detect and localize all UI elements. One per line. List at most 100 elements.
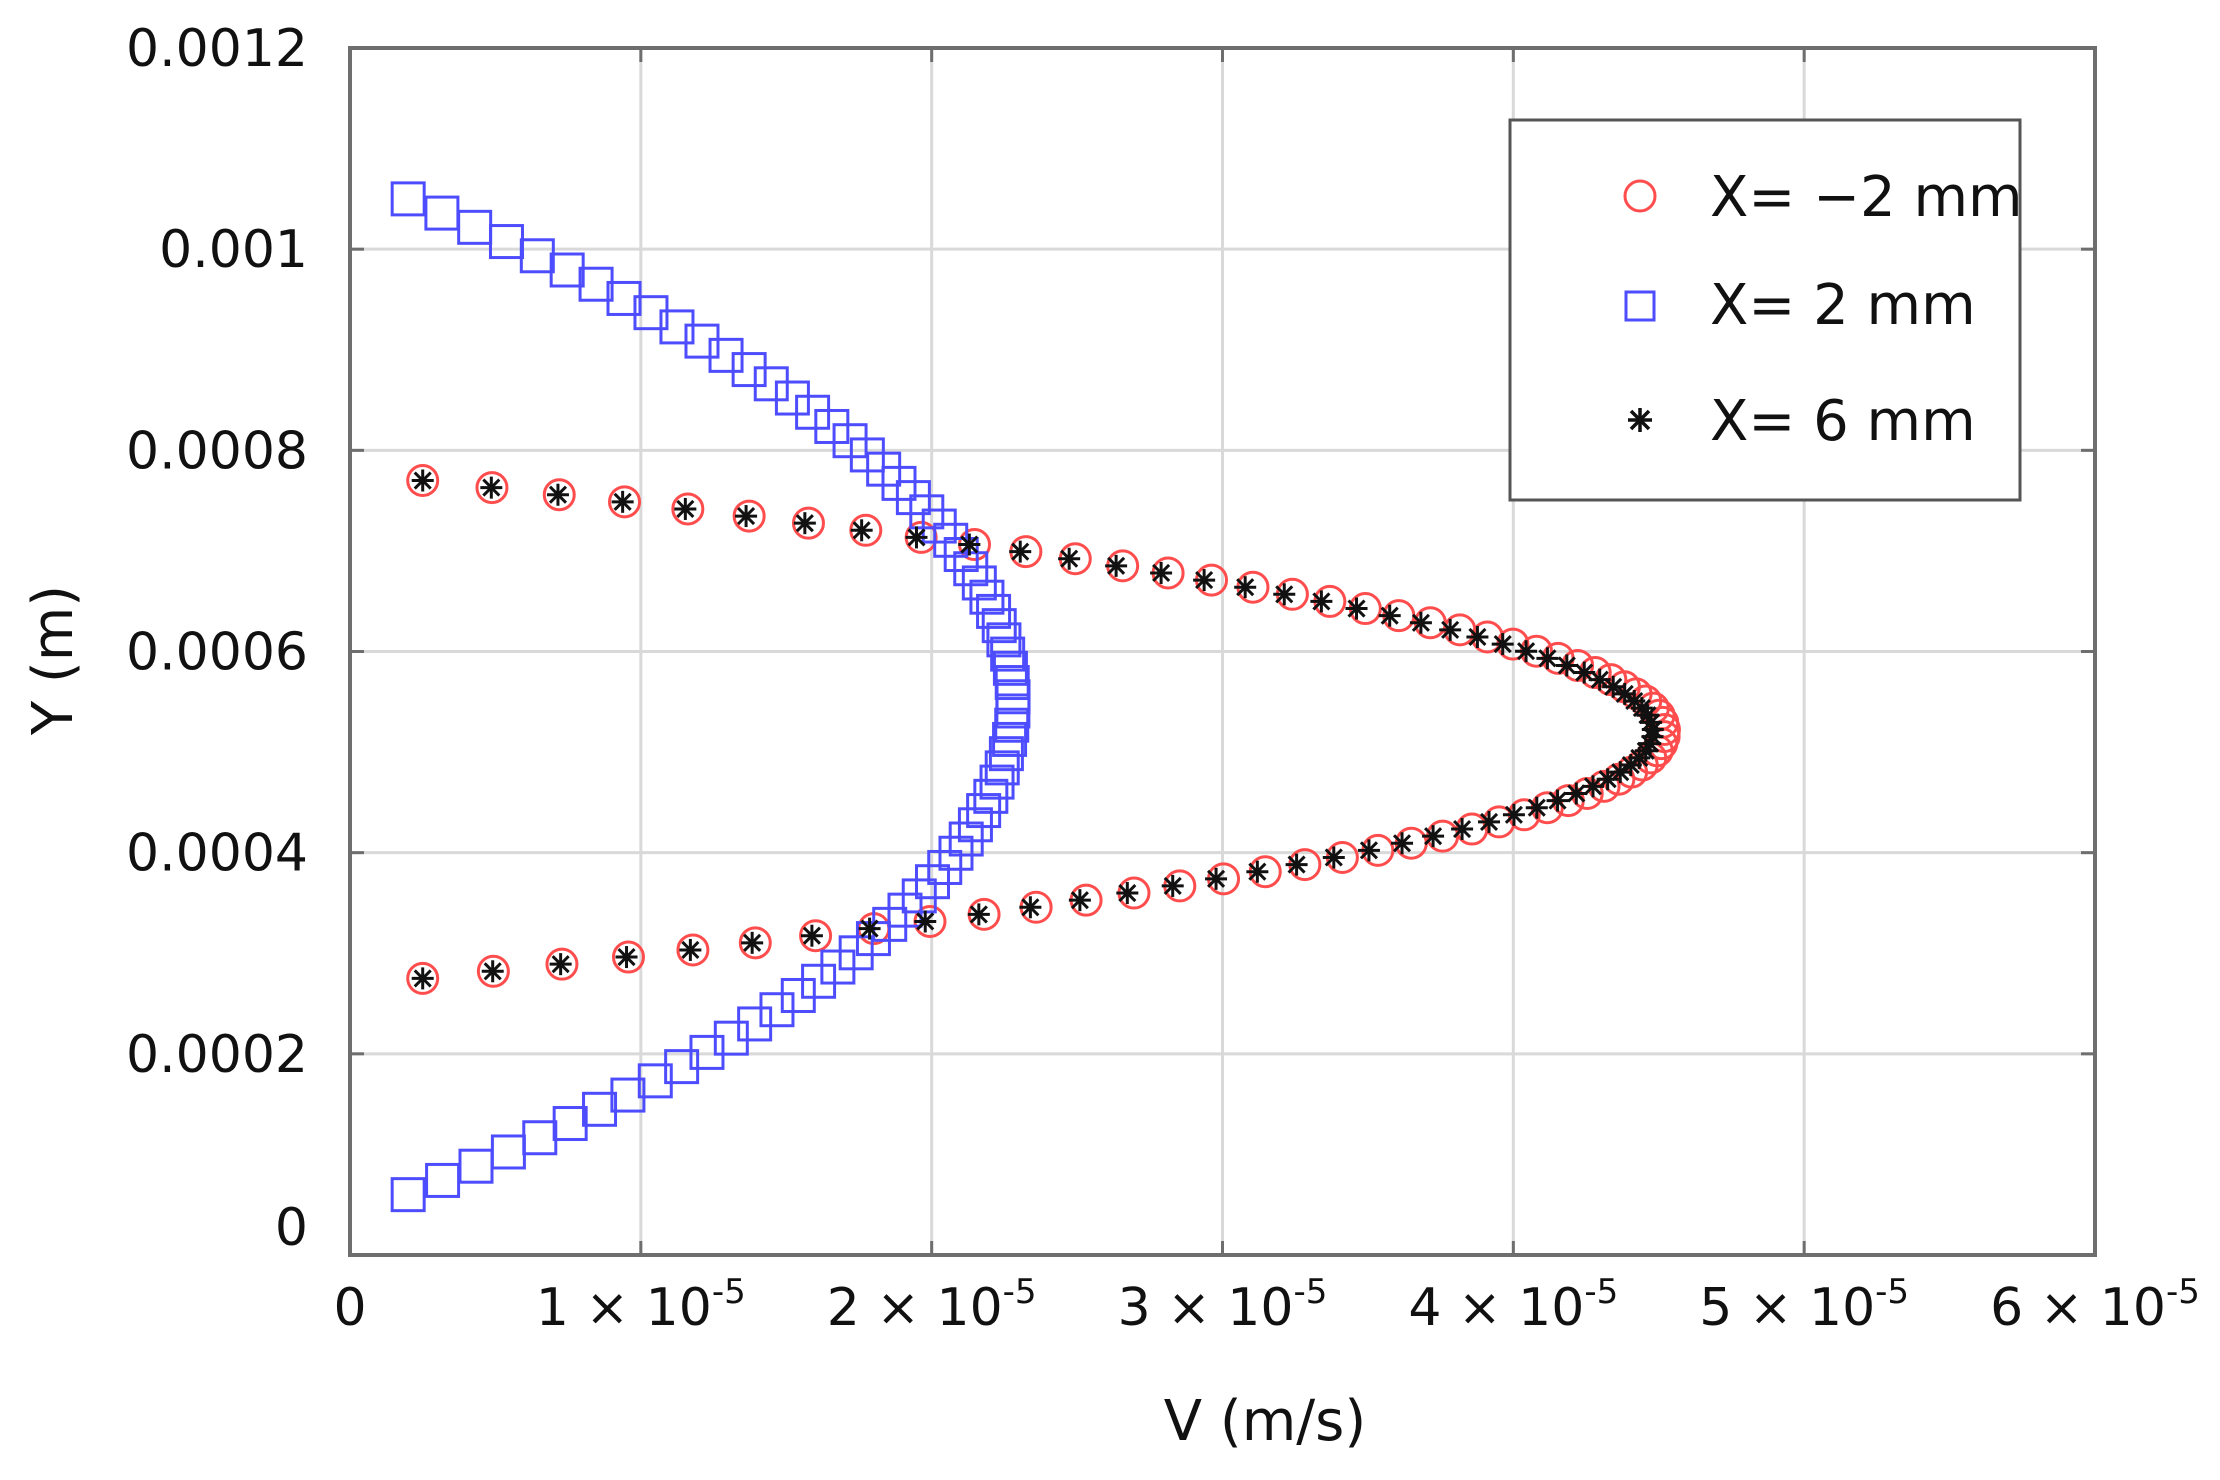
y-tick-label: 0.0012 <box>126 19 308 79</box>
data-point-square <box>832 423 868 459</box>
data-point-asterisk <box>1409 611 1432 634</box>
data-point-square <box>973 778 1009 814</box>
data-point-circle <box>676 933 710 967</box>
data-point-circle <box>791 506 825 540</box>
data-point-square <box>549 252 585 288</box>
data-point-square <box>522 1120 558 1156</box>
data-point-asterisk <box>546 483 569 506</box>
y-tick-label: 0.0004 <box>126 824 308 884</box>
data-point-asterisk <box>1068 889 1091 912</box>
data-point-asterisk <box>1391 832 1414 855</box>
series-layer <box>390 181 1681 1213</box>
data-point-square <box>488 224 524 260</box>
data-point-square <box>457 209 493 245</box>
data-point-square <box>753 366 789 402</box>
data-point-asterisk <box>481 960 504 983</box>
data-point-asterisk <box>549 953 572 976</box>
data-point-square <box>759 992 795 1028</box>
y-axis-title: Y (m) <box>21 585 86 736</box>
y-tick-label: 0.0002 <box>126 1025 308 1085</box>
data-point-square <box>961 565 997 601</box>
data-point-asterisk <box>1019 896 1042 919</box>
data-point-asterisk <box>1439 618 1462 641</box>
data-point-square <box>979 764 1015 800</box>
data-point-square <box>921 508 957 544</box>
data-point-square <box>633 295 669 331</box>
data-point-square <box>490 1134 526 1170</box>
data-point-asterisk <box>1555 654 1578 677</box>
data-point-square <box>659 309 695 345</box>
data-point-asterisk <box>1525 796 1548 819</box>
data-point-square <box>519 238 555 274</box>
data-point-square <box>981 608 1017 644</box>
legend-label-3: X= 6 mm <box>1710 389 1976 454</box>
data-point-square <box>986 622 1022 658</box>
data-point-asterisk <box>958 533 981 556</box>
legend-square-marker <box>1624 290 1656 322</box>
data-point-asterisk <box>1161 874 1184 897</box>
legend-item-1: X= −2 mm <box>1623 165 2023 230</box>
series-1 <box>406 464 1681 995</box>
data-point-asterisk <box>411 469 434 492</box>
data-point-square <box>909 494 945 530</box>
data-point-asterisk <box>1536 647 1559 670</box>
data-point-asterisk <box>858 917 881 940</box>
data-point-asterisk <box>735 505 758 528</box>
data-point-square <box>737 1006 773 1042</box>
data-point-square <box>606 280 642 316</box>
data-point-square <box>425 1162 461 1198</box>
data-point-asterisk <box>1105 554 1128 577</box>
data-point-square <box>552 1106 588 1142</box>
data-point-asterisk <box>1422 825 1445 848</box>
legend-asterisk-marker <box>1628 408 1652 432</box>
data-point-asterisk <box>611 490 634 513</box>
x-tick-label: 1 × 10-5 <box>536 1272 746 1338</box>
data-point-square <box>424 195 460 231</box>
data-point-square <box>976 593 1012 629</box>
legend-item-2: X= 2 mm <box>1624 273 1976 338</box>
series-2 <box>390 181 1031 1213</box>
legend-label-2: X= 2 mm <box>1710 273 1976 338</box>
data-point-square <box>774 380 810 416</box>
data-point-square <box>801 963 837 999</box>
y-tick-label: 0 <box>275 1198 308 1258</box>
data-point-circle <box>608 485 642 519</box>
data-point-square <box>458 1148 494 1184</box>
legend-circle-marker <box>1623 179 1657 213</box>
data-point-square <box>988 736 1024 772</box>
y-tick-label: 0.0008 <box>126 421 308 481</box>
data-point-square <box>689 1034 725 1070</box>
data-point-asterisk <box>679 938 702 961</box>
data-point-asterisk <box>1357 839 1380 862</box>
data-point-square <box>684 323 720 359</box>
data-point-square <box>582 1091 618 1127</box>
data-point-square <box>578 266 614 302</box>
tick-layer: 0 0.0002 0.0004 0.0006 0.0008 0.001 0.0012 0 1 ×… <box>126 19 2200 1338</box>
data-point-asterisk <box>480 476 503 499</box>
data-point-square <box>992 721 1028 757</box>
data-point-circle <box>799 919 833 953</box>
data-point-square <box>795 394 831 430</box>
data-point-asterisk <box>905 526 928 549</box>
data-point-square <box>731 352 767 388</box>
data-point-circle <box>545 947 579 981</box>
data-point-asterisk <box>1573 661 1596 684</box>
data-point-square <box>994 665 1030 701</box>
data-point-asterisk <box>1116 882 1139 905</box>
data-point-asterisk <box>1565 782 1588 805</box>
data-point-asterisk <box>411 967 434 990</box>
x-tick-label: 2 × 10-5 <box>827 1272 1037 1338</box>
data-point-square <box>984 750 1020 786</box>
x-tick-label: 0 <box>333 1278 366 1338</box>
data-point-circle <box>611 940 645 974</box>
data-point-circle <box>476 954 510 988</box>
legend-box <box>1508 118 2022 502</box>
data-point-asterisk <box>1310 590 1333 613</box>
series-3 <box>411 469 1664 990</box>
data-point-asterisk <box>1451 818 1474 841</box>
data-point-square <box>664 1049 700 1085</box>
data-point-asterisk <box>850 519 873 542</box>
data-point-square <box>966 793 1002 829</box>
data-point-asterisk <box>1466 625 1489 648</box>
data-point-asterisk <box>800 924 823 947</box>
